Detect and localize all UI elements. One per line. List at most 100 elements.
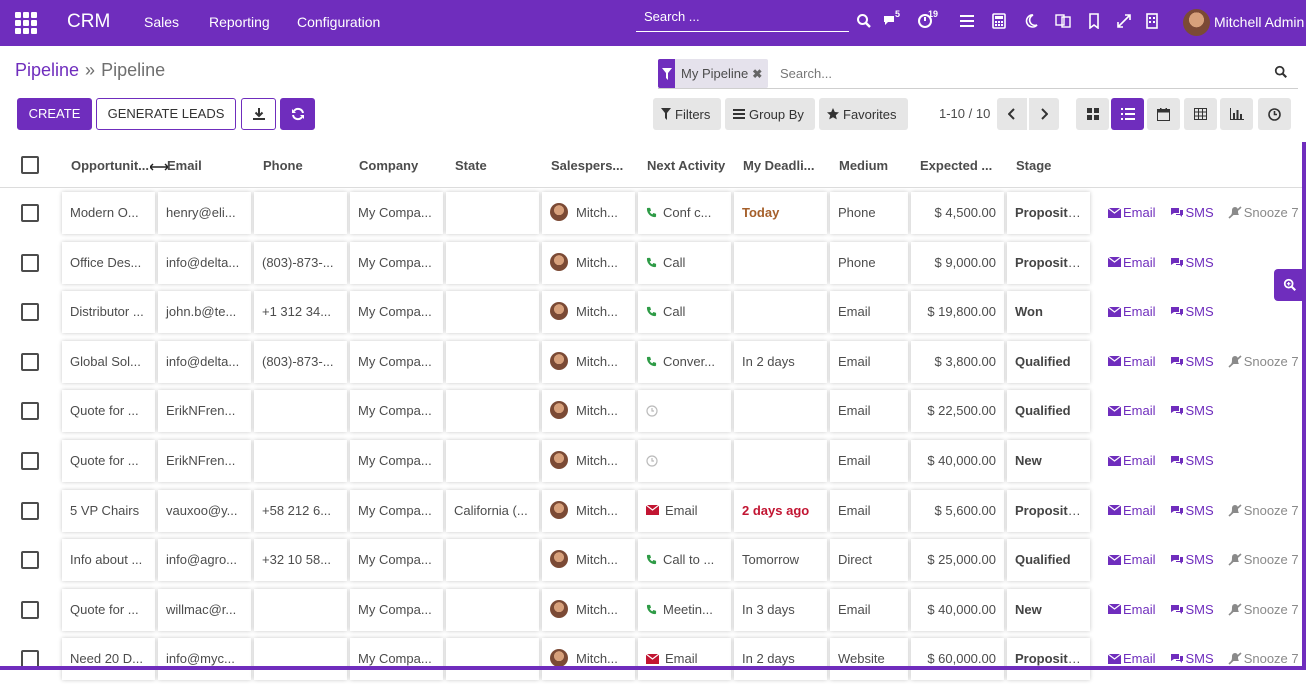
sms-action-button[interactable]: SMS [1170,503,1214,518]
cell-salesperson[interactable]: Mitch... [542,588,635,631]
cell-expected-revenue[interactable]: $ 4,500.00 [911,192,1004,234]
cell-opportunity[interactable]: Modern O... [62,192,155,234]
email-action-button[interactable]: Email [1107,651,1156,666]
cell-salesperson[interactable]: Mitch... [542,539,635,582]
cell-medium[interactable]: Website [830,638,908,681]
phone-icon[interactable] [646,304,663,319]
cell-state[interactable] [446,588,539,631]
activity-icon[interactable] [917,13,937,33]
cell-phone[interactable] [254,638,347,681]
phone-icon[interactable] [646,552,663,567]
sms-action-button[interactable]: SMS [1170,552,1214,567]
column-stage[interactable]: Stage [1016,158,1052,173]
cell-my-deadline[interactable]: In 2 days [734,638,827,681]
search-icon[interactable] [856,13,876,33]
cell-state[interactable] [446,539,539,582]
sms-action-button[interactable]: SMS [1170,403,1214,418]
cell-medium[interactable]: Phone [830,192,908,234]
table-row[interactable]: Global Sol... info@delta... (803)-873-... M… [0,337,1306,387]
pager-value[interactable]: 1-10 / 10 [939,106,991,121]
cell-medium[interactable]: Email [830,588,908,631]
column-company[interactable]: Company [359,158,419,173]
snooze-button[interactable]: Snooze 7 [1228,354,1299,369]
cell-opportunity[interactable]: Office Des... [62,241,155,284]
favorites-button[interactable]: Favorites [819,98,908,130]
user-avatar[interactable] [1183,9,1210,36]
row-checkbox[interactable] [21,352,39,371]
app-menu-icon[interactable] [15,12,37,34]
email-action-button[interactable]: Email [1107,602,1156,617]
cell-state[interactable] [446,638,539,681]
email-action-button[interactable]: Email [1107,552,1156,567]
cell-email[interactable]: info@delta... [158,340,251,383]
cell-stage[interactable]: Qualified [1007,390,1090,433]
sms-action-button[interactable]: SMS [1170,354,1214,369]
cell-phone[interactable]: +32 10 58... [254,539,347,582]
cell-expected-revenue[interactable]: $ 5,600.00 [911,489,1004,532]
cell-salesperson[interactable]: Mitch... [542,340,635,383]
cell-opportunity[interactable]: Global Sol... [62,340,155,383]
cell-company[interactable]: My Compa... [350,539,443,582]
cell-state[interactable]: California (... [446,489,539,532]
graph-view-button[interactable] [1220,98,1253,130]
pager-previous-button[interactable] [997,98,1027,130]
cell-next-activity[interactable]: Conf c... [638,192,731,234]
cell-next-activity[interactable]: Call [638,241,731,284]
cell-next-activity[interactable] [638,440,731,482]
phone-icon[interactable] [646,602,663,617]
cell-my-deadline[interactable] [734,241,827,284]
snooze-button[interactable]: Snooze 7 [1228,602,1299,617]
sms-action-button[interactable]: SMS [1170,602,1214,617]
column-phone[interactable]: Phone [263,158,303,173]
cell-stage[interactable]: Won [1007,291,1090,334]
expand-icon[interactable] [1116,13,1136,33]
column-expected-revenue[interactable]: Expected ... [920,158,993,173]
cell-stage[interactable]: Propositi... [1007,241,1090,284]
cell-opportunity[interactable]: 5 VP Chairs [62,489,155,532]
facet-my-pipeline[interactable]: My Pipeline ✖ [658,59,769,88]
bookmark-icon[interactable] [1086,13,1106,33]
cell-next-activity[interactable]: Conver... [638,340,731,383]
snooze-button[interactable]: Snooze 7 [1228,205,1299,220]
cell-salesperson[interactable]: Mitch... [542,638,635,681]
envelope-icon[interactable] [646,503,665,518]
cell-my-deadline[interactable]: In 3 days [734,588,827,631]
column-resize-icon[interactable] [149,160,169,175]
calculator-icon[interactable] [991,13,1011,33]
cell-next-activity[interactable]: Email [638,489,731,532]
table-row[interactable]: Quote for ... ErikNFren... My Compa... Mitc… [0,436,1306,486]
dark-mode-icon[interactable] [1023,13,1043,33]
cell-next-activity[interactable]: Meetin... [638,588,731,631]
cell-medium[interactable]: Email [830,440,908,482]
cell-email[interactable]: ErikNFren... [158,390,251,433]
cell-state[interactable] [446,192,539,234]
sms-action-button[interactable]: SMS [1170,304,1214,319]
column-next-activity[interactable]: Next Activity [647,158,726,173]
filters-button[interactable]: Filters [653,98,721,130]
user-name[interactable]: Mitchell Admin [1214,14,1305,30]
cell-next-activity[interactable]: Call to ... [638,539,731,582]
clock-icon[interactable] [646,453,664,468]
cell-next-activity[interactable] [638,390,731,433]
cell-opportunity[interactable]: Quote for ... [62,390,155,433]
cell-company[interactable]: My Compa... [350,440,443,482]
cell-next-activity[interactable]: Call [638,291,731,334]
cell-my-deadline[interactable] [734,291,827,334]
breadcrumb-parent[interactable]: Pipeline [15,60,80,80]
row-checkbox[interactable] [21,303,39,322]
cell-state[interactable] [446,241,539,284]
cell-my-deadline[interactable] [734,390,827,433]
row-checkbox[interactable] [21,253,39,272]
sms-action-button[interactable]: SMS [1170,255,1214,270]
email-action-button[interactable]: Email [1107,453,1156,468]
cell-stage[interactable]: Propositi... [1007,192,1090,234]
cell-company[interactable]: My Compa... [350,192,443,234]
table-row[interactable]: Info about ... info@agro... +32 10 58... My… [0,535,1306,585]
cell-company[interactable]: My Compa... [350,489,443,532]
language-icon[interactable] [1055,13,1075,33]
sms-action-button[interactable]: SMS [1170,651,1214,666]
cell-phone[interactable] [254,390,347,433]
cell-opportunity[interactable]: Need 20 D... [62,638,155,681]
cell-email[interactable]: info@delta... [158,241,251,284]
table-row[interactable]: Office Des... info@delta... (803)-873-... M… [0,238,1306,288]
